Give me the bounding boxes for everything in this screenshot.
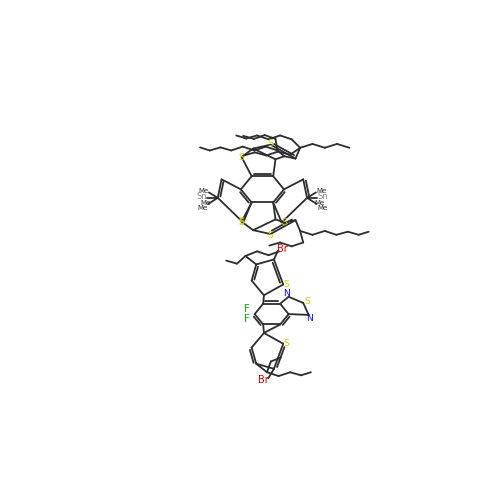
Text: Me: Me (314, 200, 325, 206)
Text: S: S (238, 217, 244, 226)
Text: S: S (283, 339, 289, 348)
Text: F: F (244, 304, 250, 314)
Text: Me: Me (200, 200, 210, 206)
Text: N: N (306, 314, 313, 323)
Text: Sn: Sn (196, 192, 207, 201)
Text: Me: Me (198, 188, 208, 194)
Text: S: S (238, 218, 244, 227)
Text: Me: Me (317, 205, 327, 211)
Text: Sn: Sn (318, 192, 328, 201)
Text: S: S (281, 218, 287, 227)
Text: S: S (268, 230, 274, 239)
Text: S: S (268, 139, 274, 148)
Text: N: N (283, 289, 290, 298)
Text: S: S (238, 152, 244, 162)
Text: Br: Br (277, 244, 288, 254)
Text: S: S (304, 297, 310, 306)
Text: Me: Me (198, 205, 208, 211)
Text: Me: Me (316, 188, 326, 194)
Text: S: S (283, 280, 289, 289)
Text: Br: Br (258, 376, 269, 386)
Text: F: F (244, 314, 250, 324)
